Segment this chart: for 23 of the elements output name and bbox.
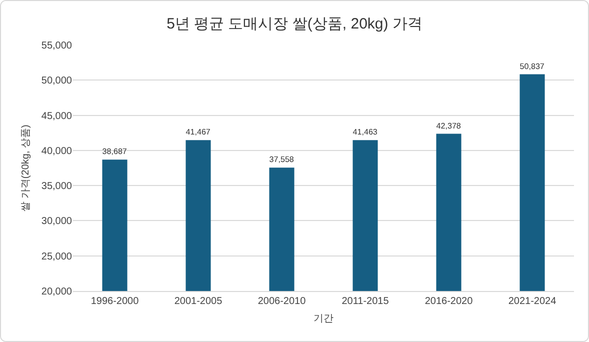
x-axis-title: 기간 [314, 314, 334, 324]
y-tick-label: 55,000 [41, 40, 72, 52]
x-tick-label: 2016-2020 [424, 296, 474, 307]
y-tick-label: 30,000 [41, 216, 72, 228]
y-tick-label: 45,000 [41, 110, 72, 122]
y-axis-title: 쌀 가격(20kg, 상품) [20, 124, 32, 212]
x-tick-label: 2001-2005 [174, 296, 223, 307]
data-label: 42,378 [436, 121, 462, 130]
y-tick-label: 20,000 [41, 286, 72, 298]
data-label: 50,837 [520, 62, 545, 71]
data-label: 41,463 [352, 128, 378, 137]
data-label: 37,558 [269, 155, 294, 164]
y-tick-label: 40,000 [41, 146, 72, 157]
chart-title: 5년 평균 도매시장 쌀(상품, 20kg) 가격 [166, 16, 422, 32]
x-tick-label: 2021-2024 [508, 296, 557, 307]
x-tick-label: 2011-2015 [342, 296, 390, 307]
x-tick-label: 1996-2000 [90, 296, 140, 307]
y-tick-label: 50,000 [41, 76, 72, 87]
y-tick-label: 25,000 [41, 251, 72, 262]
x-tick-label: 2006-2010 [258, 296, 306, 307]
data-label: 41,467 [186, 128, 211, 137]
y-tick-label: 35,000 [41, 181, 72, 192]
data-label: 38,687 [102, 147, 128, 156]
